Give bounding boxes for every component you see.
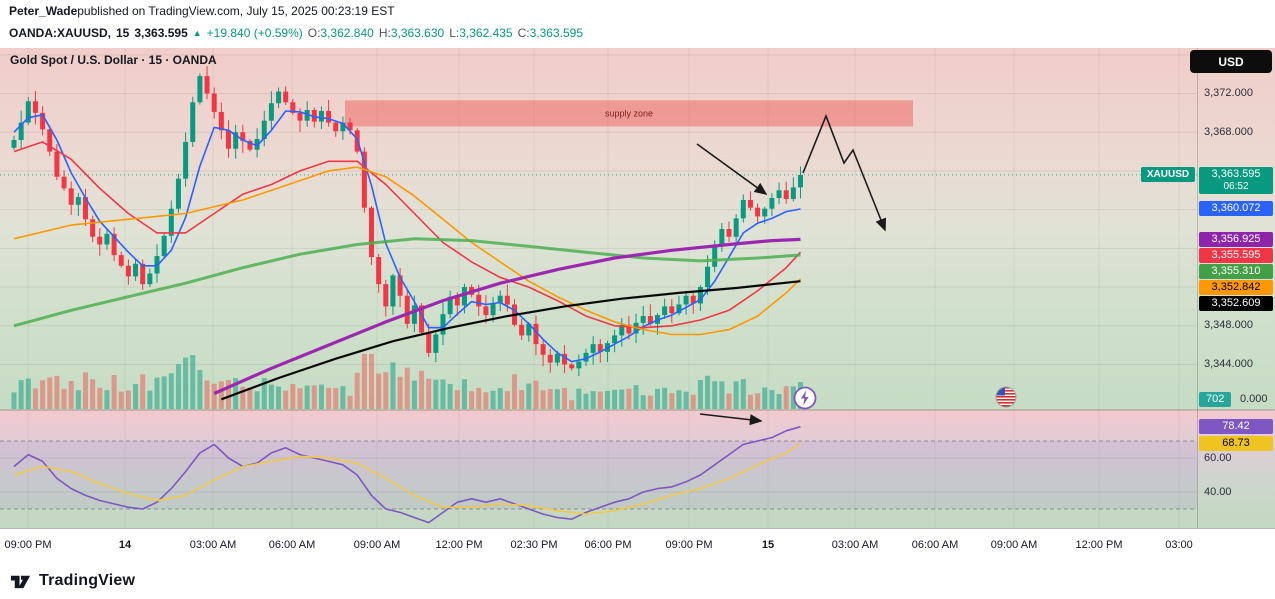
footer-bar: TradingView [0,562,1275,599]
rsi-ma-line [13,442,801,515]
tradingview-logo[interactable] [9,569,32,592]
ma-orange-line [13,166,802,336]
chart-legend-title[interactable]: Gold Spot / U.S. Dollar · 15 · OANDA [10,53,217,67]
open-label: O: [307,26,321,40]
close-label: C: [517,26,530,40]
high-value: 3,363.630 [390,26,445,40]
high-label: H: [378,26,391,40]
publish-info: published on TradingView.com, July 15, 2… [77,4,395,18]
rsi-line [13,425,801,524]
ma-black-line [221,280,801,401]
header-bars: Peter_Wade published on TradingView.com,… [0,0,1275,48]
volume-layer [11,354,803,409]
open-value: 3,362.840 [320,26,374,40]
interval-value[interactable]: 15 [116,26,130,40]
price-change: +19.840 (+0.59%) [206,26,303,40]
publish-bar: Peter_Wade published on TradingView.com,… [0,0,1275,22]
close-value: 3,363.595 [529,26,583,40]
ma-purple-line [213,237,801,395]
symbol-info-bar: OANDA:XAUUSD, 15 3,363.595 ▲ +19.840 (+0… [0,22,1275,44]
ma-red-line [13,141,802,329]
brand-wordmark[interactable]: TradingView [39,571,136,589]
us-flag-sticker [995,386,1017,408]
candles-layer [11,66,803,376]
last-price: 3,363.595 [134,26,188,40]
arrow-to-breakout[interactable] [696,143,768,195]
up-triangle-icon: ▲ [192,28,202,38]
ma-green-line [13,237,801,328]
supply-zone-label: supply zone [605,108,653,118]
supply-zone[interactable] [345,100,913,127]
arrow-forecast-zigzag[interactable] [802,113,887,232]
currency-button[interactable]: USD [1190,50,1272,73]
publisher-name: Peter_Wade [9,4,78,18]
low-label: L: [449,26,460,40]
lightning-sticker [793,386,817,410]
arrow-rsi[interactable] [699,413,763,426]
symbol-name[interactable]: OANDA:XAUUSD, [9,26,111,40]
rsi-pane-bg [0,410,1275,528]
low-value: 3,362.435 [459,26,513,40]
ma-fast-blue-line [13,110,801,363]
